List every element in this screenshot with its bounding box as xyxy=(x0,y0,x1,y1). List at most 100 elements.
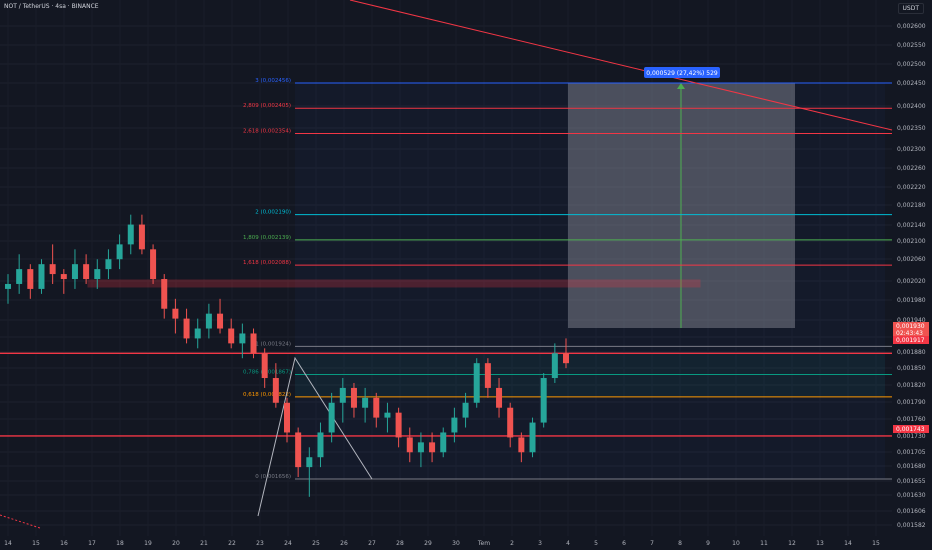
x-tick-label: 17 xyxy=(88,540,96,547)
y-tick-label: 0,002350 xyxy=(897,125,926,132)
y-tick-label: 0,001705 xyxy=(897,449,926,456)
x-tick-label: 8 xyxy=(678,540,682,547)
y-tick-label: 0,002260 xyxy=(897,165,926,172)
fib-level-label: 2,809 (0,002405) xyxy=(243,103,291,109)
candle-body xyxy=(462,402,469,418)
x-tick-label: 16 xyxy=(60,540,68,547)
candle-body xyxy=(362,397,369,408)
x-tick-label: 18 xyxy=(116,540,124,547)
fib-level-label: 1 (0,001924) xyxy=(255,341,291,347)
x-tick-label: 27 xyxy=(368,540,376,547)
candle-body xyxy=(507,407,514,438)
price-badge: 0,001917 xyxy=(893,336,929,344)
y-tick-label: 0,002140 xyxy=(897,222,926,229)
price-badge-bg xyxy=(893,329,929,337)
candle-body xyxy=(317,432,324,458)
y-tick-label: 0,002600 xyxy=(897,23,926,30)
measure-tooltip-text: 0,000529 (27,42%) 529 xyxy=(646,70,718,77)
y-tick-label: 0,001680 xyxy=(897,463,926,470)
x-tick-label: 5 xyxy=(594,540,598,547)
y-tick-label: 0,001730 xyxy=(897,433,926,440)
price-badge-text: 0,001743 xyxy=(896,426,925,433)
y-tick-label: 0,001760 xyxy=(897,416,926,423)
candle-body xyxy=(406,437,413,453)
x-tick-label: 11 xyxy=(760,540,768,547)
fib-level-label: 3 (0,002456) xyxy=(255,78,291,84)
y-tick-label: 0,001655 xyxy=(897,478,926,485)
candle-body xyxy=(350,387,357,408)
candle-body xyxy=(563,353,569,364)
candle-body xyxy=(540,378,547,423)
candle-body xyxy=(417,442,424,453)
price-badge-bg xyxy=(893,322,929,330)
y-tick-label: 0,002300 xyxy=(897,146,926,153)
candle-body xyxy=(239,333,246,344)
fib-level-label: 0 (0,001656) xyxy=(255,474,291,480)
x-tick-label: 12 xyxy=(788,540,796,547)
x-tick-label: 22 xyxy=(228,540,236,547)
price-badge-text: 0,001930 xyxy=(896,323,925,330)
candle-body xyxy=(518,437,525,453)
currency-button[interactable]: USDT xyxy=(897,3,924,14)
y-tick-label: 0,001606 xyxy=(897,508,926,515)
x-tick-label: 30 xyxy=(452,540,460,547)
fib-level-label: 1,809 (0,002139) xyxy=(243,235,291,241)
candle-body xyxy=(373,397,380,418)
x-tick-label: 6 xyxy=(622,540,626,547)
x-tick-label: 24 xyxy=(284,540,292,547)
x-tick-label: 26 xyxy=(340,540,348,547)
trend-line-dashed xyxy=(0,514,41,529)
candle-body xyxy=(138,224,145,250)
candle-body xyxy=(429,442,436,453)
candle-body xyxy=(27,269,34,289)
y-tick-label: 0,001582 xyxy=(897,522,926,529)
candle-body xyxy=(116,244,123,260)
price-badge: 02:43:43 xyxy=(893,329,929,337)
x-tick-label: 23 xyxy=(256,540,264,547)
x-tick-label: 10 xyxy=(732,540,740,547)
x-tick-label: 14 xyxy=(4,540,12,547)
x-tick-label: 15 xyxy=(32,540,40,547)
candle-body xyxy=(551,353,558,379)
candle-body xyxy=(328,402,335,433)
x-tick-label: 29 xyxy=(424,540,432,547)
x-tick-label: 21 xyxy=(200,540,208,547)
candle-body xyxy=(127,224,134,245)
candle-body xyxy=(5,283,11,289)
candle-body xyxy=(161,279,168,309)
x-tick-label: Tem xyxy=(477,540,490,547)
price-badge-text: 0,001917 xyxy=(896,337,925,344)
candle-body xyxy=(451,417,458,433)
x-tick-label: 2 xyxy=(510,540,514,547)
x-tick-label: 25 xyxy=(312,540,320,547)
y-tick-label: 0,002450 xyxy=(897,80,926,87)
measure-tooltip: 0,000529 (27,42%) 529 xyxy=(644,67,720,78)
candle-body xyxy=(60,274,67,280)
y-tick-label: 0,002060 xyxy=(897,256,926,263)
candle-body xyxy=(339,387,346,403)
x-tick-label: 19 xyxy=(144,540,152,547)
x-tick-label: 4 xyxy=(566,540,570,547)
y-tick-label: 0,001980 xyxy=(897,297,926,304)
candle-body xyxy=(183,318,190,339)
x-tick-label: 9 xyxy=(706,540,710,547)
measure-tooltip-bg xyxy=(644,67,720,78)
price-badge-bg xyxy=(893,336,929,344)
x-tick-label: 28 xyxy=(396,540,404,547)
x-tick-label: 14 xyxy=(844,540,852,547)
y-tick-label: 0,002180 xyxy=(897,202,926,209)
candle-body xyxy=(228,328,235,344)
y-tick-label: 0,001880 xyxy=(897,349,926,356)
y-tick-label: 0,002400 xyxy=(897,103,926,110)
candle-body xyxy=(150,249,157,280)
price-badge-bg xyxy=(893,425,929,433)
fib-level-label: 2 (0,002190) xyxy=(255,210,291,216)
y-tick-label: 0,001630 xyxy=(897,492,926,499)
candle-body xyxy=(205,313,212,329)
x-tick-label: 20 xyxy=(172,540,180,547)
candle-body xyxy=(105,259,112,270)
candle-body xyxy=(473,363,480,403)
candle-body xyxy=(49,264,56,275)
y-tick-label: 0,002500 xyxy=(897,61,926,68)
